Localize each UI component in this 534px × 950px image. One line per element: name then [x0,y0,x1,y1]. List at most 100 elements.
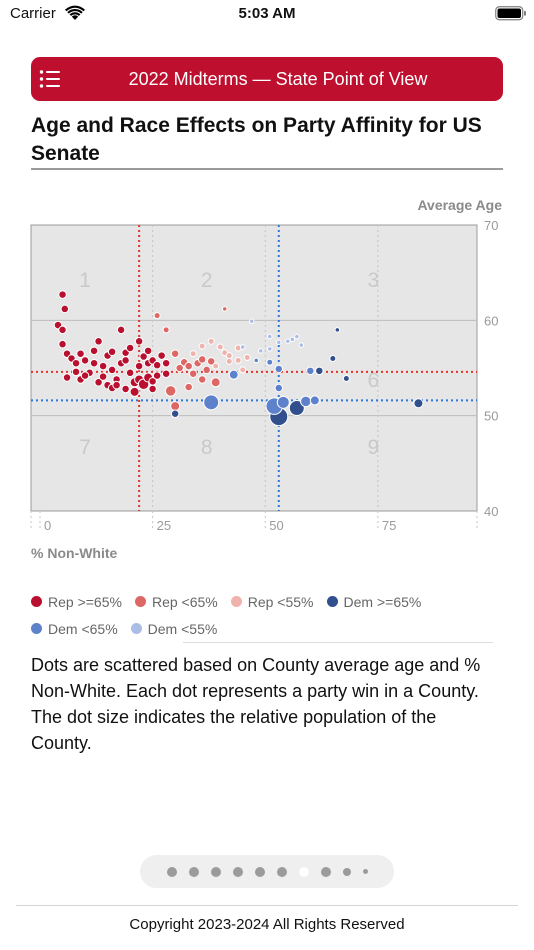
data-point [248,318,255,325]
legend-item: Rep >=65% [31,594,122,610]
plot-area [30,224,478,512]
header-bar: 2022 Midterms — State Point of View [31,57,503,101]
data-point [148,384,157,394]
page-dot[interactable] [254,866,265,877]
data-point [107,347,117,357]
x-tick-labels: 0 25 50 75 [30,511,478,533]
page-title: Age and Race Effects on Party Affinity f… [31,114,482,165]
region-labels: 1 2 3 6 7 8 9 [79,269,379,459]
page-dot[interactable] [298,866,309,877]
data-point [161,358,171,368]
x-tick-label: 75 [382,518,396,533]
data-point [170,349,180,358]
data-point [413,398,424,409]
data-point [221,306,228,312]
legend-swatch [230,596,242,607]
data-point [94,378,103,387]
region-label: 1 [79,269,91,292]
legend-row: Rep >=65% Rep <65% Rep <55% Dem >=65% [31,588,503,615]
data-point [276,339,282,346]
legend-item: Rep <55% [230,594,314,610]
data-point [216,343,224,351]
data-point [58,290,67,299]
data-point [62,373,72,382]
reference-lines [31,225,477,511]
data-point [98,361,108,371]
page-dot[interactable] [232,866,243,877]
wifi-icon [65,5,85,20]
data-point [298,342,305,348]
data-points [53,290,424,427]
data-point [306,366,315,376]
legend-label: Dem <65% [48,620,118,637]
data-point [157,351,166,360]
chart-description: Dots are scattered based on County avera… [31,655,481,753]
legend-divider [183,642,493,643]
legend-swatch [134,596,146,607]
data-point [289,336,296,343]
data-point [152,371,162,380]
list-icon[interactable] [39,69,61,89]
page-dot[interactable] [276,866,287,877]
data-point [225,352,233,360]
data-point [125,343,135,353]
data-point [80,356,90,365]
y-tick-label: 40 [484,504,498,519]
page-dot[interactable] [210,866,221,877]
data-point [153,312,161,320]
page-dot[interactable] [166,866,177,877]
page-dot[interactable] [342,867,351,876]
scatter-chart: 1 2 3 6 7 8 9 40 50 60 70 0 25 50 75 Average Age % N… [30,197,502,561]
data-point [225,357,233,365]
status-time: 5:03 AM [238,5,296,22]
legend-label: Dem <55% [147,620,218,637]
legend-item: Dem <55% [130,620,218,637]
data-point [285,338,291,345]
status-bar: Carrier 5:03 AM [0,0,534,30]
data-point [134,337,144,346]
data-point [239,344,246,350]
region-label: 9 [368,436,380,459]
data-point [107,365,117,375]
region-label: 7 [79,436,91,459]
legend-label: Rep >=65% [48,593,122,610]
footer-divider [16,905,518,906]
y-tick-label: 70 [484,218,498,233]
data-point [234,356,242,364]
data-point [162,326,170,334]
x-tick-label: 50 [269,518,283,533]
data-point [189,350,197,358]
data-point [258,348,264,354]
legend-swatch [326,596,338,607]
data-point [342,374,350,382]
data-point [207,337,215,345]
data-point [71,367,81,377]
page-indicator[interactable] [140,855,394,888]
data-point [309,395,320,406]
legend-item: Dem >=65% [326,594,421,610]
data-point [266,358,274,366]
data-point [228,369,239,380]
page-dot[interactable] [362,869,368,874]
data-point [197,355,207,364]
page-dot[interactable] [320,866,331,877]
data-point [80,371,90,380]
data-point [58,325,67,335]
data-point [202,365,211,375]
legend-item: Rep <65% [134,594,218,610]
title-divider [31,168,503,170]
region-label: 6 [368,369,380,392]
page-dot[interactable] [188,866,199,877]
battery-icon [495,6,526,21]
data-point [274,364,284,374]
legend-swatch [31,596,42,607]
x-tick-label: 25 [157,518,171,533]
y-axis-label: Average Age [417,197,502,213]
data-point [112,380,121,390]
data-point [129,386,140,397]
data-point [210,377,221,388]
region-label: 2 [201,269,213,292]
data-point [315,366,324,376]
data-point [175,363,184,373]
data-point [184,361,193,371]
